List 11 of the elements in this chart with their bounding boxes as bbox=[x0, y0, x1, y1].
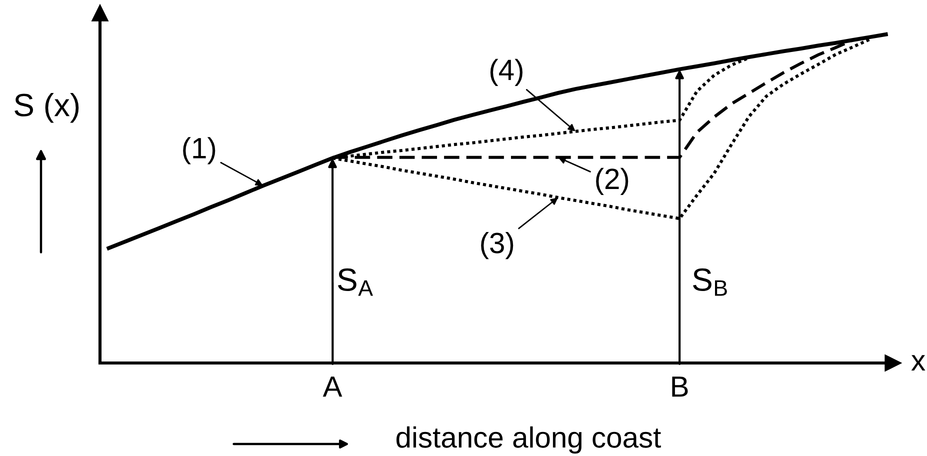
x-tick-label: A bbox=[322, 376, 342, 397]
annotation: (2) bbox=[596, 168, 628, 195]
annotation: (3) bbox=[481, 232, 514, 260]
annotation: S$_{A}$ bbox=[338, 268, 373, 296]
annotation: (4) bbox=[490, 58, 522, 86]
annotation: S$_{B}$ bbox=[693, 268, 727, 296]
text: x bbox=[911, 355, 926, 371]
annotation: (1) bbox=[183, 137, 216, 164]
x-tick-label: B bbox=[672, 376, 688, 397]
y-axis-title: S (x) bbox=[14, 92, 79, 123]
x-axis-title: distance along coast bbox=[396, 426, 661, 454]
